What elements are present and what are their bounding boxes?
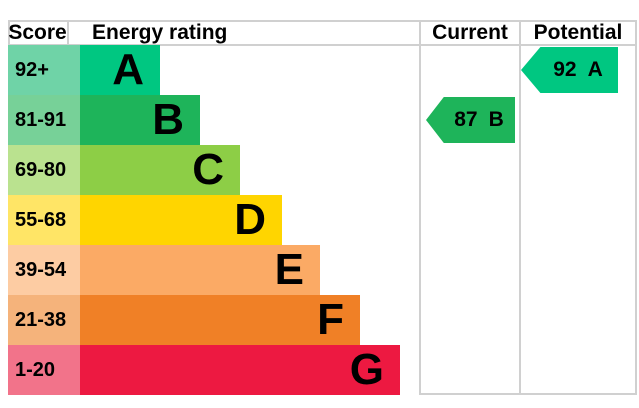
potential-rating-value: 92 <box>553 58 577 81</box>
band-score-range-c: 69-80 <box>8 145 80 195</box>
score-column-divider <box>67 20 69 45</box>
band-bar-c: C <box>80 145 240 195</box>
band-bar-f: F <box>80 295 360 345</box>
potential-rating-letter: A <box>587 58 603 81</box>
current-rating-value: 87 <box>454 108 478 131</box>
potential-rating-arrow: 92 A <box>521 47 618 93</box>
current-column-divider <box>419 20 421 395</box>
band-score-range-g: 1-20 <box>8 345 80 395</box>
band-score-range-e: 39-54 <box>8 245 80 295</box>
current-column-header: Current <box>432 21 508 44</box>
band-score-range-f: 21-38 <box>8 295 80 345</box>
current-rating-arrow: 87 B <box>426 97 515 143</box>
band-bar-e: E <box>80 245 320 295</box>
score-column-header: Score <box>8 21 67 44</box>
header-underline <box>8 44 636 46</box>
table-bottom-border <box>419 393 637 395</box>
current-rating-letter: B <box>488 108 504 131</box>
header-left-border <box>8 20 10 45</box>
table-top-border <box>8 20 636 22</box>
band-bar-g: G <box>80 345 400 395</box>
band-bar-d: D <box>80 195 282 245</box>
energy-rating-column-header: Energy rating <box>92 21 228 44</box>
potential-column-divider <box>519 20 521 395</box>
potential-column-header: Potential <box>533 21 623 44</box>
band-score-range-b: 81-91 <box>8 95 80 145</box>
table-right-border <box>635 20 637 395</box>
band-score-range-d: 55-68 <box>8 195 80 245</box>
band-bar-a: A <box>80 45 160 95</box>
band-bar-b: B <box>80 95 200 145</box>
band-score-range-a: 92+ <box>8 45 80 95</box>
